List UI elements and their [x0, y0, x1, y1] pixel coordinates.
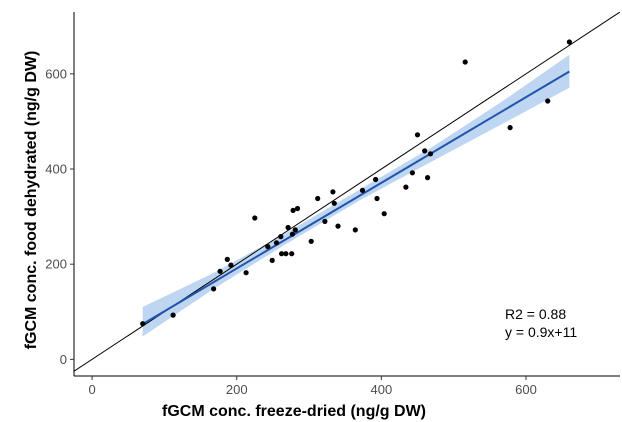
confidence-band-layer: [142, 54, 570, 337]
data-point: [140, 321, 146, 327]
data-point: [322, 218, 328, 224]
ticks-layer: 0 200 400 600 0 200 400 600: [45, 66, 537, 397]
data-point: [243, 270, 249, 276]
y-tick-label: 600: [45, 66, 67, 81]
data-point: [414, 132, 421, 138]
data-point: [265, 244, 271, 250]
x-axis-title: fGCM conc. freeze-dried (ng/g DW): [162, 403, 426, 420]
data-point: [409, 170, 415, 176]
data-point: [422, 148, 428, 154]
y-axis-title: fGCM conc. food dehydrated (ng/g DW): [23, 51, 40, 350]
annotation-r2: R2 = 0.88: [505, 306, 566, 322]
data-point: [211, 286, 217, 292]
data-point: [278, 234, 284, 240]
fit-line-layer: [142, 70, 570, 325]
data-point: [308, 238, 314, 244]
data-point: [285, 224, 291, 231]
confidence-band: [142, 54, 570, 337]
data-point: [545, 98, 551, 104]
data-point: [566, 39, 573, 45]
fit-line: [142, 70, 570, 325]
data-point: [290, 207, 296, 213]
data-point: [289, 231, 295, 237]
data-point: [224, 256, 230, 262]
data-point: [373, 176, 379, 183]
data-point: [269, 257, 275, 263]
data-point: [507, 125, 513, 131]
y-tick-label: 200: [45, 257, 67, 272]
data-point: [427, 151, 434, 157]
data-point: [403, 184, 409, 190]
data-point: [381, 211, 387, 217]
x-tick-label: 600: [515, 382, 537, 397]
axes-layer: [73, 12, 620, 377]
annotation-equation: y = 0.9x+11: [505, 324, 577, 340]
data-point: [359, 187, 366, 193]
data-point: [335, 223, 341, 229]
data-point: [170, 312, 176, 318]
data-point: [315, 195, 321, 202]
data-point: [273, 240, 280, 246]
x-tick-label: 200: [226, 382, 248, 397]
data-point: [252, 215, 258, 221]
data-point: [425, 175, 431, 181]
data-point: [294, 205, 301, 212]
data-point: [228, 262, 234, 268]
data-point: [352, 227, 358, 233]
y-tick-label: 0: [60, 352, 67, 367]
data-point: [374, 195, 380, 202]
data-point: [279, 251, 285, 257]
y-tick-label: 400: [45, 162, 67, 177]
x-tick-label: 400: [370, 382, 392, 397]
data-point: [283, 251, 289, 257]
data-point: [331, 200, 337, 206]
x-tick-label: 0: [88, 382, 95, 397]
data-point: [289, 251, 295, 257]
points-layer: [140, 39, 573, 327]
data-point: [462, 59, 468, 65]
data-point: [330, 189, 336, 195]
data-point: [217, 268, 223, 274]
data-point: [292, 227, 298, 233]
